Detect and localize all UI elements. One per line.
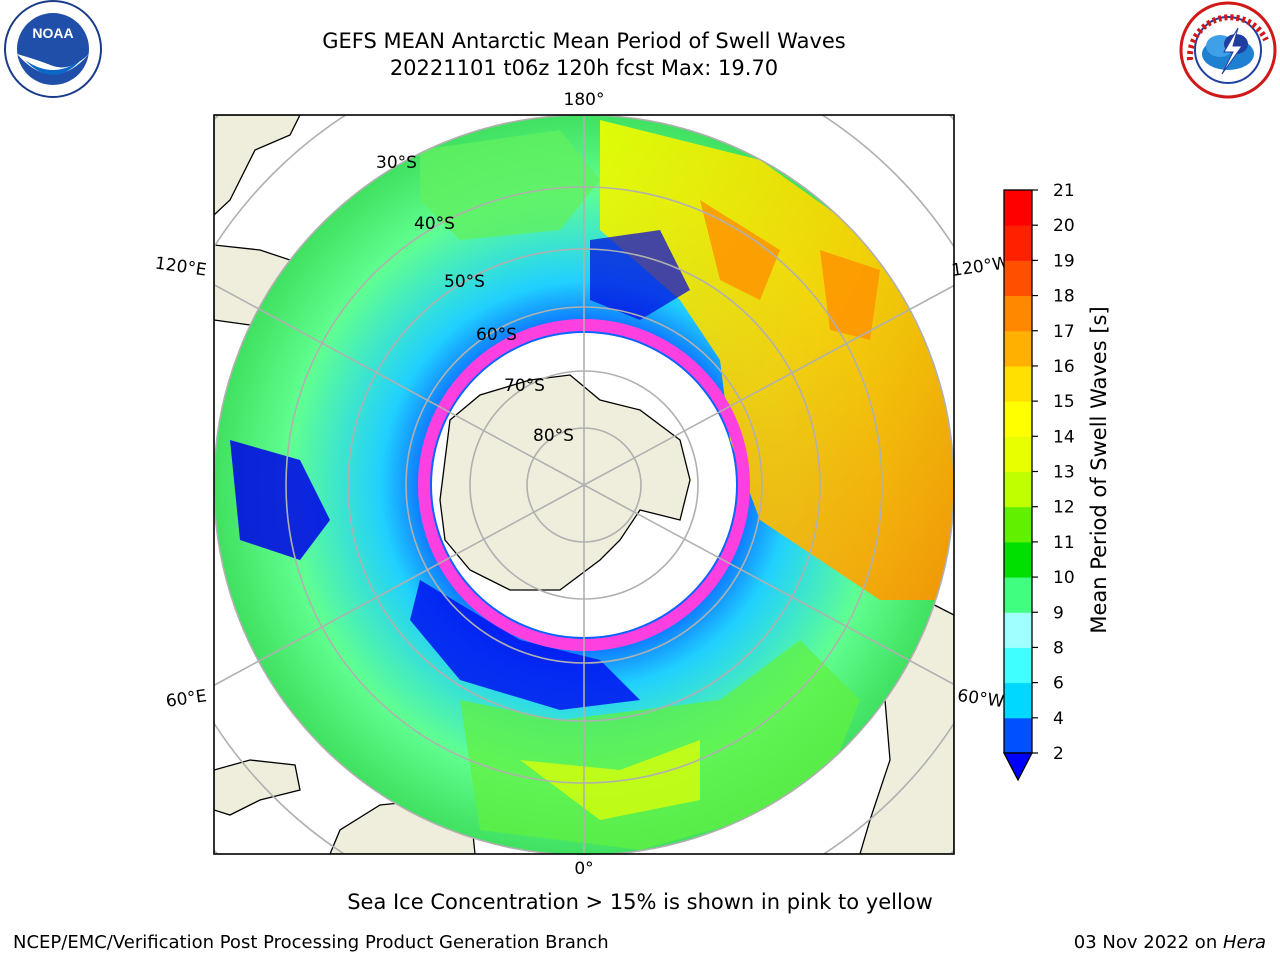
colorbar-tick-label: 4	[1053, 709, 1064, 729]
colorbar-segment	[1004, 330, 1032, 367]
map-title: GEFS MEAN Antarctic Mean Period of Swell…	[322, 29, 846, 53]
colorbar-tick-label: 9	[1053, 603, 1064, 623]
colorbar-tick-label: 18	[1053, 287, 1075, 307]
colorbar-segment	[1004, 225, 1032, 261]
colorbar-tick-label: 17	[1053, 322, 1075, 342]
colorbar-tick-label: 11	[1053, 533, 1075, 553]
colorbar-tick-label: 14	[1053, 427, 1075, 447]
nws-logo	[1179, 1, 1277, 99]
footer-credit: NCEP/EMC/Verification Post Processing Pr…	[13, 932, 609, 953]
colorbar-tick-label: 10	[1053, 568, 1075, 588]
colorbar-tick-label: 2	[1053, 744, 1064, 764]
colorbar-segment	[1004, 612, 1032, 648]
colorbar-segment	[1004, 647, 1032, 684]
colorbar-tick-label: 8	[1053, 638, 1064, 658]
sea-ice-note: Sea Ice Concentration > 15% is shown in …	[347, 890, 933, 914]
colorbar-segment	[1004, 365, 1032, 402]
colorbar-label: Mean Period of Swell Waves [s]	[1087, 306, 1111, 633]
lon-label-60w: 60°W	[956, 686, 1005, 712]
lat-label-40s: 40°S	[414, 214, 455, 234]
lon-label-0: 0°	[574, 859, 593, 879]
lat-label-30s: 30°S	[376, 153, 417, 173]
map-area: 180° 0° 120°E 60°E 120°W 60°W 30°S 40°S …	[154, 90, 1011, 879]
colorbar-tick-label: 19	[1053, 251, 1075, 271]
noaa-logo-text: NOAA	[32, 25, 73, 41]
map-frame	[213, 114, 955, 855]
map-subtitle: 20221101 t06z 120h fcst Max: 19.70	[389, 56, 779, 80]
colorbar-segment	[1004, 295, 1032, 332]
lon-label-180: 180°	[564, 90, 605, 110]
colorbar-tick-label: 16	[1053, 357, 1075, 377]
colorbar-tick-label: 13	[1053, 463, 1075, 483]
footer-date: 03 Nov 2022 on Hera	[1074, 932, 1266, 953]
colorbar-segment	[1004, 471, 1032, 508]
colorbar-tick-label: 21	[1053, 181, 1075, 201]
colorbar-extend-triangle	[1002, 752, 1034, 782]
colorbar-tick-label: 12	[1053, 498, 1075, 518]
colorbar-tick-label: 6	[1053, 674, 1064, 694]
colorbar-segment	[1004, 541, 1032, 578]
colorbar-segment	[1004, 436, 1032, 472]
lat-label-70s: 70°S	[504, 376, 545, 396]
colorbar-segment	[1004, 506, 1032, 543]
colorbar-segment	[1004, 577, 1032, 613]
lat-label-60s: 60°S	[476, 325, 517, 345]
colorbar-tick-label: 20	[1053, 216, 1075, 236]
graticule	[214, 115, 954, 854]
colorbar-segment	[1004, 717, 1032, 754]
lat-label-80s: 80°S	[533, 426, 574, 446]
colorbar-segment	[1004, 682, 1032, 719]
lon-label-60e: 60°E	[165, 686, 208, 711]
colorbar-segment	[1004, 260, 1032, 297]
lon-label-120e: 120°E	[154, 254, 208, 281]
colorbar-segment	[1004, 190, 1032, 226]
lon-label-120w: 120°W	[950, 253, 1010, 281]
colorbar-tick-label: 15	[1053, 392, 1075, 412]
lat-label-50s: 50°S	[444, 272, 485, 292]
footer-date-text: 03 Nov 2022 on	[1073, 932, 1223, 953]
colorbar-segment	[1004, 401, 1032, 437]
footer-machine: Hera	[1222, 932, 1266, 953]
noaa-logo: NOAA	[4, 0, 102, 98]
colorbar: 2 4 6 8 9 10 11 12 13 14 15 16 17 18 19 20 21	[1002, 181, 1075, 782]
